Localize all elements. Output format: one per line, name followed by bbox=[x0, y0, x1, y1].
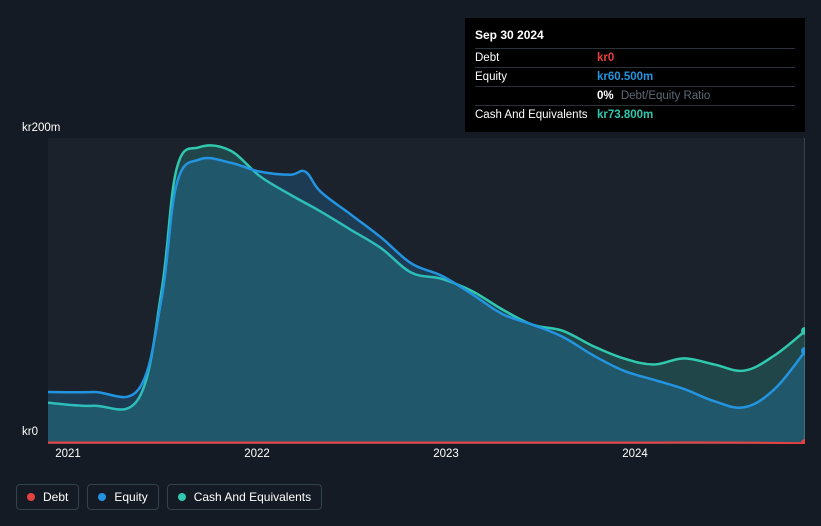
tooltip-row-label: Debt bbox=[475, 52, 597, 64]
tooltip-row-value: kr0 bbox=[597, 52, 614, 64]
hover-marker-line bbox=[804, 138, 805, 444]
legend-label: Debt bbox=[43, 490, 68, 504]
series-end-dot-cash bbox=[801, 327, 805, 335]
legend-item-cash[interactable]: Cash And Equivalents bbox=[167, 484, 322, 510]
legend-item-equity[interactable]: Equity bbox=[87, 484, 158, 510]
plot-area[interactable] bbox=[48, 138, 805, 444]
legend-label: Cash And Equivalents bbox=[194, 490, 311, 504]
tooltip-row-value: kr60.500m bbox=[597, 71, 653, 83]
tooltip-row-label: Equity bbox=[475, 71, 597, 83]
legend-item-debt[interactable]: Debt bbox=[16, 484, 79, 510]
x-axis-label: 2023 bbox=[426, 448, 466, 460]
x-axis-label: 2024 bbox=[615, 448, 655, 460]
x-axis-labels: 2021 2022 2023 2024 bbox=[48, 448, 805, 460]
series-end-dot-debt bbox=[801, 439, 805, 444]
tooltip-row-equity: Equity kr60.500m bbox=[475, 68, 795, 87]
legend-dot bbox=[98, 493, 106, 501]
x-axis-label: 2021 bbox=[48, 448, 88, 460]
ratio-label: Debt/Equity Ratio bbox=[621, 90, 711, 102]
legend-label: Equity bbox=[114, 490, 147, 504]
tooltip-row-ratio: 0% Debt/Equity Ratio bbox=[475, 87, 795, 106]
tooltip-row-debt: Debt kr0 bbox=[475, 49, 795, 68]
y-axis-label-top: kr200m bbox=[22, 122, 60, 134]
tooltip-row-value: kr73.800m bbox=[597, 109, 653, 121]
legend-dot bbox=[27, 493, 35, 501]
tooltip-row-cash: Cash And Equivalents kr73.800m bbox=[475, 106, 795, 124]
balance-chart[interactable]: kr200m kr0 bbox=[16, 124, 805, 444]
tooltip-date: Sep 30 2024 bbox=[475, 24, 795, 49]
x-axis-label: 2022 bbox=[237, 448, 277, 460]
chart-legend: Debt Equity Cash And Equivalents bbox=[16, 484, 322, 510]
chart-svg bbox=[48, 138, 805, 444]
ratio-percent: 0% bbox=[597, 90, 614, 102]
y-axis-label-bottom: kr0 bbox=[22, 426, 38, 438]
chart-tooltip: Sep 30 2024 Debt kr0 Equity kr60.500m 0%… bbox=[465, 18, 805, 132]
legend-dot bbox=[178, 493, 186, 501]
tooltip-row-label: Cash And Equivalents bbox=[475, 109, 597, 121]
